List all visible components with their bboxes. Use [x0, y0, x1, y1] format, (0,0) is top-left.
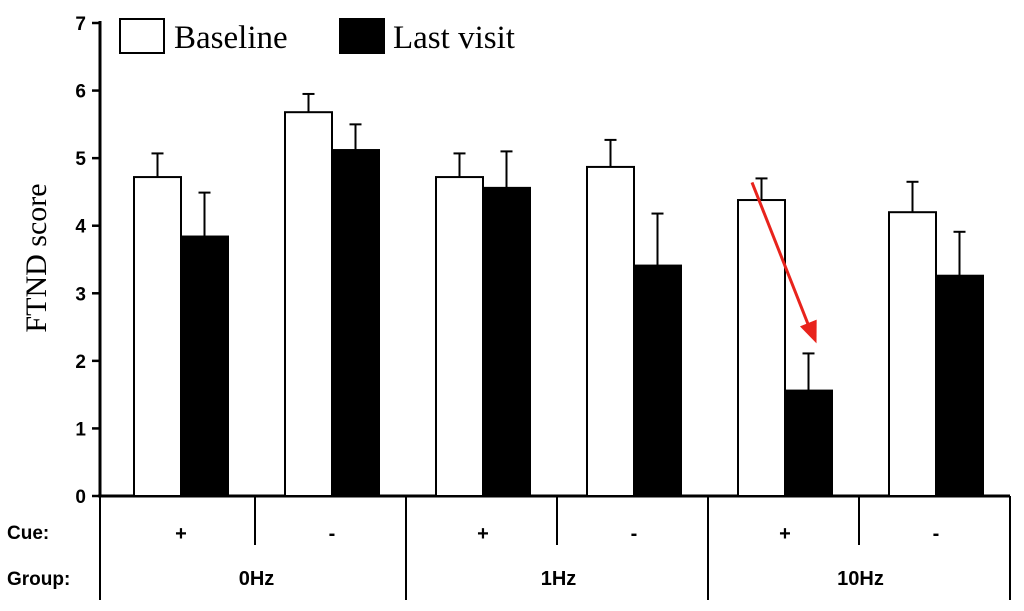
cue-label: +	[175, 523, 187, 545]
group-label: 1Hz	[541, 568, 577, 590]
bars	[133, 111, 984, 498]
cue-label: +	[477, 523, 489, 545]
bar-last-visit	[633, 264, 682, 497]
y-tick-label: 7	[75, 14, 86, 35]
y-tick-label: 0	[75, 487, 86, 508]
group-label: 10Hz	[837, 568, 884, 590]
cue-label: -	[933, 523, 940, 545]
legend-label-last-visit: Last visit	[393, 20, 515, 56]
axes	[98, 21, 1010, 498]
legend-swatch-last-visit	[339, 18, 385, 54]
y-axis-label: FTND score	[20, 183, 53, 332]
legend-swatch-baseline	[119, 18, 165, 54]
y-tick-label: 6	[75, 82, 86, 103]
y-tick-label: 5	[75, 149, 86, 170]
y-tick-label: 4	[75, 217, 86, 238]
bar-baseline	[435, 176, 484, 497]
arrow-shaft	[750, 181, 814, 336]
annotation-arrow	[750, 181, 817, 344]
bar-last-visit	[482, 186, 531, 497]
group-row-label: Group:	[7, 569, 70, 590]
bar-last-visit	[180, 235, 229, 497]
cue-row-label: Cue:	[7, 523, 49, 544]
bar-baseline	[284, 111, 333, 498]
group-label: 0Hz	[239, 568, 275, 590]
cue-label: +	[779, 523, 791, 545]
y-tick-label: 3	[75, 284, 86, 305]
cue-label: -	[631, 523, 638, 545]
cue-label: -	[329, 523, 336, 545]
legend: Baseline Last visit	[119, 18, 515, 56]
legend-label-baseline: Baseline	[174, 20, 288, 56]
error-bars	[151, 92, 966, 391]
bar-last-visit	[935, 274, 984, 497]
y-tick-label: 1	[75, 419, 86, 440]
bar-baseline	[888, 211, 937, 497]
category-table: Cue: Group: + - + - + - 0Hz 1Hz 10Hz	[7, 496, 1011, 600]
arrow-head	[799, 319, 817, 344]
bar-baseline	[586, 165, 635, 497]
y-tick-label: 2	[75, 352, 86, 373]
bar-baseline	[133, 176, 182, 497]
bar-last-visit	[331, 149, 380, 498]
bar-last-visit	[784, 389, 833, 497]
y-ticks: 0 1 2 3 4 5 6 7	[75, 14, 100, 508]
